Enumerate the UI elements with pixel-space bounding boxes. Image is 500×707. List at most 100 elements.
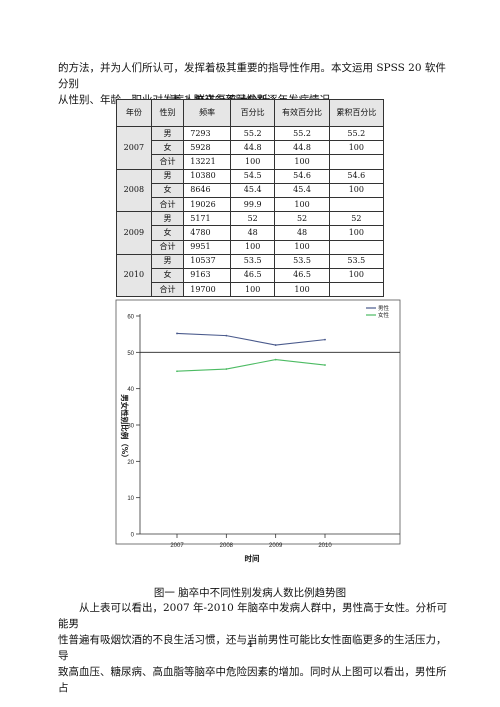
analysis-paragraph: 从上表可以看出，2007 年-2010 年脑卒中发病人群中，男性高于女性。分析可… — [58, 600, 450, 696]
data-point — [225, 334, 228, 337]
frequency-cell: 7293 — [183, 125, 231, 142]
year-cell: 2008 — [116, 168, 152, 213]
data-point — [225, 368, 228, 370]
text-line: 的方法，并为人们所认可，发挥着极其重要的指导性作用。本文运用 SPSS 20 软… — [58, 62, 446, 90]
table-row: 2007 男 7293 55.2 55.2 55.2 — [116, 125, 385, 170]
gender-cell: 男 — [150, 168, 185, 184]
header-gender: 性别 — [150, 99, 185, 127]
y-tick-label: 60 — [127, 315, 134, 321]
valid-percent-cell: 46.5 — [274, 267, 330, 284]
frequency-cell: 9163 — [183, 267, 231, 284]
y-tick-label: 20 — [127, 460, 134, 466]
figure-caption: 图一 脑卒中不同性别发病人数比例趋势图 — [153, 587, 347, 599]
gender-cell: 男 — [150, 253, 185, 269]
header-valid-percent: 有效百分比 — [274, 99, 330, 127]
y-tick-label: 30 — [127, 424, 134, 430]
x-tick-label: 2007 — [170, 543, 184, 549]
table-row: 合计 19700 100 100 — [117, 282, 385, 298]
percent-cell: 54.5 — [229, 168, 276, 184]
frequency-cell: 9951 — [183, 239, 231, 255]
series-line — [176, 359, 326, 372]
valid-percent-cell: 100 — [274, 239, 330, 255]
data-point — [324, 364, 326, 366]
frequency-cell: 10537 — [183, 253, 231, 269]
cumulative-percent-cell: 100 — [328, 140, 385, 156]
frequency-cell: 19026 — [183, 196, 231, 213]
gender-cell: 女 — [150, 225, 185, 241]
cumulative-percent-cell: 55.2 — [328, 125, 385, 142]
frequency-cell: 8646 — [183, 182, 231, 198]
percent-cell: 100 — [229, 239, 276, 255]
valid-percent-cell: 100 — [274, 282, 330, 298]
y-tick-label: 10 — [127, 496, 134, 502]
gender-cell: 合计 — [150, 282, 185, 298]
header-year: 年份 — [116, 99, 152, 127]
x-tick-label: 2009 — [269, 543, 283, 549]
valid-percent-cell: 48 — [274, 225, 330, 241]
cumulative-percent-cell: 53.5 — [328, 253, 385, 269]
percent-cell: 100 — [229, 154, 276, 170]
y-axis-title: 男女性别比例（%） — [120, 394, 130, 462]
valid-percent-cell: 44.8 — [274, 140, 330, 156]
gender-cell: 男 — [150, 125, 185, 142]
gender-cell: 女 — [150, 140, 185, 156]
series-line — [176, 332, 326, 346]
frequency-cell: 5171 — [183, 211, 231, 227]
percent-cell: 55.2 — [229, 125, 276, 142]
gender-cell: 女 — [150, 182, 185, 198]
frequency-cell: 4780 — [183, 225, 231, 241]
data-point — [176, 332, 178, 335]
cumulative-percent-cell: 54.6 — [328, 168, 385, 184]
data-point — [324, 338, 326, 341]
year-cell: 2010 — [116, 253, 152, 298]
table-row: 合计 19026 99.9 100 — [117, 196, 385, 213]
valid-percent-cell: 52 — [274, 211, 330, 227]
gender-cell: 合计 — [150, 196, 185, 213]
valid-percent-cell: 100 — [274, 154, 330, 170]
cumulative-percent-cell — [328, 282, 385, 298]
header-frequency: 频率 — [183, 99, 231, 127]
table-row: 2008 男 10380 54.5 54.6 54.6 — [116, 168, 385, 213]
table-row: 2010 男 10537 53.5 53.5 53.5 — [116, 253, 385, 298]
valid-percent-cell: 53.5 — [274, 253, 330, 269]
x-tick-label: 2010 — [318, 543, 332, 549]
cumulative-percent-cell — [328, 239, 385, 255]
table-row: 合计 9951 100 100 — [117, 239, 385, 255]
valid-percent-cell: 45.4 — [274, 182, 330, 198]
valid-percent-cell: 54.6 — [274, 168, 330, 184]
cumulative-percent-cell — [328, 196, 385, 213]
frequency-cell: 5928 — [183, 140, 231, 156]
table-row: 2009 男 5171 52 52 52 — [116, 211, 385, 255]
percent-cell: 48 — [229, 225, 276, 241]
table-header-row: 年份 性别 频率 百分比 有效百分比 累积百分比 — [116, 99, 385, 127]
table-row: 合计 13221 100 100 — [117, 154, 385, 170]
table-row: 女 5928 44.8 44.8 100 — [117, 140, 385, 156]
table-row: 女 8646 45.4 45.4 100 — [117, 182, 385, 198]
chart-frame — [115, 299, 401, 545]
data-point — [274, 358, 277, 361]
y-tick-label: 40 — [127, 387, 134, 393]
frequency-cell: 19700 — [183, 282, 231, 298]
cumulative-percent-cell: 100 — [328, 267, 385, 284]
header-percent: 百分比 — [229, 99, 276, 127]
gender-cell: 女 — [150, 267, 185, 284]
frequency-cell: 13221 — [183, 154, 231, 170]
cumulative-percent-cell — [328, 154, 385, 170]
legend-label: 男性 — [378, 304, 390, 312]
valid-percent-cell: 55.2 — [274, 125, 330, 142]
legend-label: 女性 — [378, 311, 390, 319]
data-point — [274, 344, 277, 346]
percent-cell: 45.4 — [229, 182, 276, 198]
text-line: 性普遍有吸烟饮酒的不良生活习惯，还与当前男性可能比女性面临更多的生活压力，导 — [58, 634, 447, 662]
y-tick-label: 0 — [131, 533, 135, 539]
gender-cell: 男 — [150, 211, 185, 227]
data-point — [176, 370, 178, 373]
x-axis-title: 时间 — [245, 553, 260, 563]
year-cell: 2007 — [116, 126, 152, 170]
percent-cell: 53.5 — [229, 253, 276, 269]
text-line: 从上表可以看出，2007 年-2010 年脑卒中发病人群中，男性高于女性。分析可… — [58, 602, 448, 630]
cumulative-percent-cell: 52 — [328, 211, 385, 227]
percent-cell: 46.5 — [229, 267, 276, 284]
